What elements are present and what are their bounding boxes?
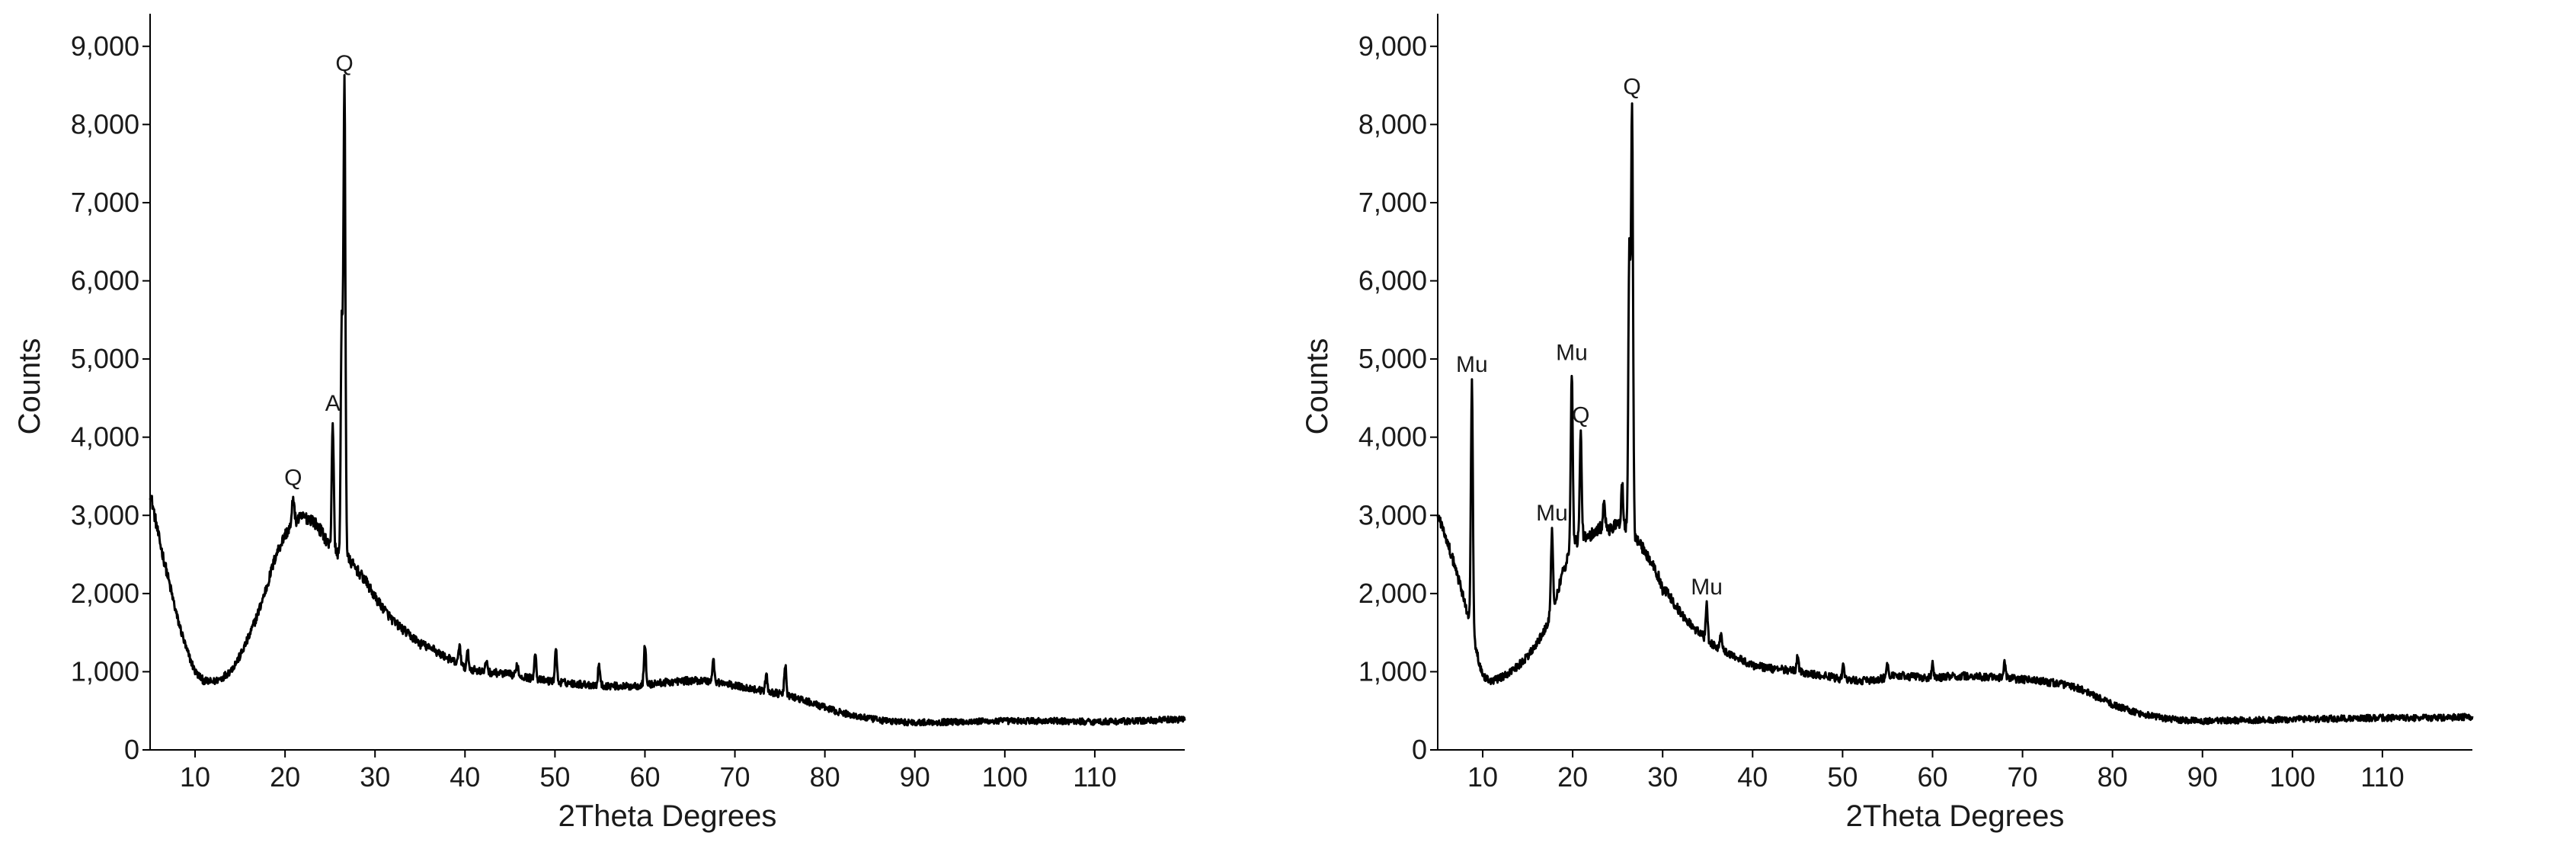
x-tick-label: 50: [539, 761, 570, 793]
y-tick-label: 6,000: [71, 265, 139, 296]
x-axis-title: 2Theta Degrees: [558, 799, 777, 833]
y-tick-label: 7,000: [1358, 187, 1427, 218]
x-tick-label: 110: [1073, 761, 1116, 793]
x-tick-label: 80: [810, 761, 840, 793]
y-tick-label: 0: [124, 734, 139, 765]
y-tick-label: 6,000: [1358, 265, 1427, 296]
x-tick-label: 10: [180, 761, 210, 793]
y-tick-label: 5,000: [71, 343, 139, 374]
y-tick-label: 0: [1412, 734, 1427, 765]
y-tick-label: 5,000: [1358, 343, 1427, 374]
x-tick-label: 60: [1917, 761, 1947, 793]
y-tick-label: 3,000: [71, 499, 139, 530]
peak-label: Mu: [1536, 501, 1568, 526]
peak-label: Mu: [1691, 575, 1723, 600]
x-tick-label: 10: [1467, 761, 1498, 793]
x-tick-label: 20: [270, 761, 300, 793]
diffraction-trace: [149, 74, 1186, 727]
y-tick-label: 8,000: [1358, 108, 1427, 139]
xrd-chart-right-svg: 0 1,000 2,000 3,000 4,000 5,000 6,000 7,000 8,00…: [1301, 14, 2474, 833]
x-tick-label: 100: [2270, 761, 2315, 793]
x-tick-label: 90: [2187, 761, 2218, 793]
y-tick-label: 4,000: [71, 421, 139, 453]
x-tick-label: 60: [629, 761, 660, 793]
x-tick-label: 90: [900, 761, 930, 793]
xrd-chart-left: 0 1,000 2,000 3,000 4,000 5,000 6,000 7,000 8,00…: [13, 14, 1186, 833]
x-tick-label: 40: [450, 761, 480, 793]
y-axis-title: Counts: [13, 338, 46, 435]
y-tick-label: 2,000: [1358, 578, 1427, 609]
y-tick-label: 1,000: [1358, 655, 1427, 687]
peak-label: Q: [284, 466, 302, 491]
y-tick-label: 9,000: [1358, 30, 1427, 62]
peak-label: Q: [1572, 403, 1589, 428]
xrd-chart-right: 0 1,000 2,000 3,000 4,000 5,000 6,000 7,000 8,00…: [1288, 0, 2575, 852]
y-tick-label: 9,000: [71, 30, 139, 62]
x-tick-label: 20: [1557, 761, 1588, 793]
peak-label: Q: [1623, 75, 1640, 100]
y-tick-label: 4,000: [1358, 421, 1427, 453]
x-tick-label: 40: [1737, 761, 1768, 793]
diffraction-trace: [1436, 102, 2474, 725]
y-tick-label: 8,000: [71, 108, 139, 139]
peak-label: A: [325, 391, 341, 416]
x-tick-label: 80: [2098, 761, 2128, 793]
x-tick-label: 110: [2360, 761, 2404, 793]
x-tick-label: 30: [1647, 761, 1678, 793]
x-tick-label: 30: [360, 761, 390, 793]
y-tick-label: 3,000: [1358, 499, 1427, 530]
peak-label: Mu: [1456, 352, 1488, 377]
y-tick-label: 2,000: [71, 578, 139, 609]
y-axis-title: Counts: [1301, 338, 1334, 435]
peak-label: Q: [335, 51, 353, 76]
x-tick-label: 70: [2008, 761, 2038, 793]
x-tick-label: 100: [982, 761, 1028, 793]
y-tick-label: 1,000: [71, 655, 139, 687]
x-tick-label: 70: [720, 761, 750, 793]
y-tick-label: 7,000: [71, 187, 139, 218]
xrd-chart-left-svg: 0 1,000 2,000 3,000 4,000 5,000 6,000 7,000 8,00…: [13, 14, 1186, 833]
peak-label: Mu: [1556, 340, 1588, 365]
x-axis-title: 2Theta Degrees: [1846, 799, 2065, 833]
x-tick-label: 50: [1827, 761, 1858, 793]
